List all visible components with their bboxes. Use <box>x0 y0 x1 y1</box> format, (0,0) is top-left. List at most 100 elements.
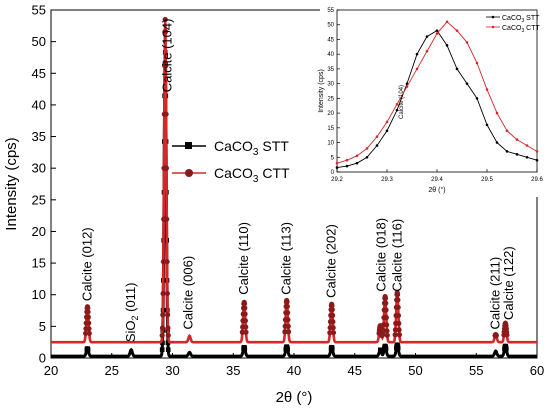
inset-legend-marker-stt <box>491 15 495 19</box>
inset-point <box>425 35 429 38</box>
main-point-ctt <box>285 323 291 329</box>
inset-annotation: Calcite (104) <box>399 85 405 119</box>
peak-annotation: Calcite (110) <box>236 222 251 295</box>
inset-y-tick-label: 55 <box>327 8 334 14</box>
inset-point <box>395 102 399 106</box>
peak-annotation: Calcite (018) <box>373 218 388 292</box>
inset-legend-marker-ctt <box>491 25 495 29</box>
main-point-ctt <box>163 63 169 69</box>
main-plot: 20 25 30 35 40 45 50 55 60 051015202530354045505… <box>3 3 544 407</box>
inset-point <box>435 32 439 35</box>
inset-point <box>345 164 349 168</box>
peak-annotation: Calcite (122) <box>501 246 516 320</box>
main-point-ctt <box>284 303 290 309</box>
main-point-ctt <box>239 329 245 335</box>
main-point-ctt <box>85 314 91 320</box>
inset-x-tick-label: 29.6 <box>531 177 543 183</box>
main-y-tick-label: 35 <box>32 129 46 144</box>
main-x-axis-title: 2θ (°) <box>276 389 313 406</box>
legend-marker-ctt <box>185 169 193 177</box>
main-annotations: Calcite (012) SiO2 (011) Calcite (104) Calc… <box>79 19 516 343</box>
main-x-tick-label: 35 <box>226 363 240 378</box>
inset-point <box>425 49 429 53</box>
main-point-stt <box>165 347 171 352</box>
peak-annotation: Calcite (116) <box>389 219 404 292</box>
peak-annotation: Calcite (202) <box>324 224 339 298</box>
main-point-ctt <box>163 111 169 117</box>
inset-point <box>375 135 379 138</box>
inset-y-tick-label: 35 <box>327 67 334 73</box>
main-point-ctt <box>163 165 170 171</box>
inset-series-group <box>335 20 539 169</box>
main-point-stt <box>383 346 389 352</box>
main-point-ctt <box>285 317 291 323</box>
inset-point <box>475 97 479 100</box>
main-point-ctt <box>327 330 333 336</box>
inset-y-tick-label: 20 <box>327 111 334 117</box>
main-legend: CaCO3 STT CaCO3 CTT <box>172 138 290 185</box>
inset-legend-label-ctt: CaCO3 CTT <box>502 25 541 34</box>
inset-point <box>495 111 499 115</box>
inset-point <box>455 67 459 71</box>
inset-point <box>525 155 529 159</box>
main-point-ctt <box>330 330 337 336</box>
inset-x-axis-title: 2θ (°) <box>428 186 445 194</box>
main-point-ctt <box>243 329 249 335</box>
main-x-tick-label: 45 <box>348 363 362 378</box>
main-point-ctt <box>504 332 510 338</box>
peak-annotation: Calcite (113) <box>279 222 294 295</box>
main-y-tick-label: 20 <box>32 224 46 239</box>
inset-point <box>495 141 499 144</box>
inset-y-tick-label: 50 <box>327 23 334 29</box>
main-point-ctt <box>493 333 499 339</box>
inset-point <box>475 61 479 65</box>
inset-y-tick-label: 30 <box>327 82 334 88</box>
main-point-stt <box>285 347 290 352</box>
main-point-ctt <box>396 332 403 338</box>
main-point-ctt <box>85 309 91 315</box>
legend-marker-stt <box>185 142 192 149</box>
inset-y-tick-label: 0 <box>331 170 335 176</box>
inset-background <box>320 2 545 197</box>
main-point-ctt <box>383 300 389 306</box>
main-point-stt <box>159 347 165 352</box>
main-point-ctt <box>160 259 166 265</box>
inset-point <box>455 29 459 32</box>
inset-point <box>385 120 389 124</box>
legend-label-stt: CaCO3 STT <box>214 138 289 158</box>
main-y-tick-label: 30 <box>32 161 46 176</box>
main-point-ctt <box>165 325 171 331</box>
inset-y-tick-label: 40 <box>327 52 334 58</box>
main-point-ctt <box>282 329 288 335</box>
main-point-ctt <box>285 310 291 316</box>
inset-plot: 29.2 29.3 29.4 29.5 29.6 0 5 10 15 20 25 30 35 40 45 5… <box>318 2 545 197</box>
inset-point <box>465 82 469 85</box>
inset-point <box>415 52 419 56</box>
inset-point <box>345 158 349 162</box>
main-point-ctt <box>384 332 390 338</box>
inset-point <box>405 85 409 88</box>
main-point-ctt <box>394 292 401 298</box>
main-series-line <box>51 19 537 344</box>
inset-point <box>335 161 339 165</box>
main-x-tick-label: 50 <box>408 363 422 378</box>
main-x-tick-label: 40 <box>287 363 301 378</box>
main-y-tick-label: 45 <box>32 66 46 81</box>
main-point-ctt <box>164 259 170 265</box>
main-y-tick-label: 25 <box>32 192 46 207</box>
inset-point <box>365 155 369 159</box>
main-point-stt <box>242 346 248 351</box>
inset-point <box>365 147 369 150</box>
main-point-ctt <box>242 311 248 317</box>
main-point-ctt <box>243 324 249 330</box>
main-point-ctt <box>86 330 92 336</box>
main-point-ctt <box>329 312 336 318</box>
main-y-tick-label: 15 <box>32 256 46 271</box>
main-point-ctt <box>165 332 171 338</box>
main-point-ctt <box>241 301 248 307</box>
inset-point <box>515 138 519 141</box>
main-point-ctt <box>285 329 292 335</box>
main-point-ctt <box>86 326 92 332</box>
main-point-ctt <box>395 304 401 310</box>
main-point-ctt <box>382 295 389 301</box>
